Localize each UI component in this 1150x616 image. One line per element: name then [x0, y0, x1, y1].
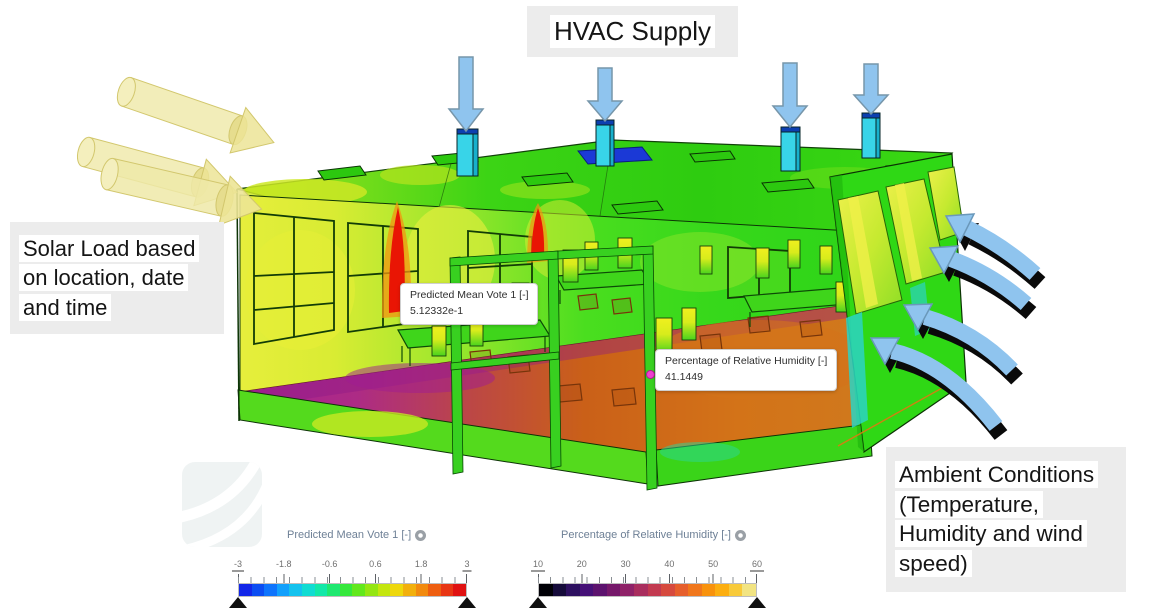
callout-text: Solar Load based on location, date and t…	[19, 235, 200, 321]
colorbar-max-handle[interactable]	[458, 597, 476, 608]
glass-door-frames	[449, 245, 658, 491]
probe-point-marker	[646, 370, 655, 379]
legend-settings-icon[interactable]	[415, 529, 427, 541]
tick-label: 3	[462, 559, 472, 572]
colorbar-tick-labels: 10 20 30 40 50 60	[530, 559, 765, 572]
tick-label: 1.8	[414, 559, 428, 569]
callout-text: HVAC Supply	[549, 15, 716, 48]
ambient-wind-arrow-icons	[869, 213, 1046, 440]
legend-title-humidity: Percentage of Relative Humidity [-]	[561, 529, 746, 541]
probe-value: 41.1449	[665, 370, 703, 383]
probe-annotation-humidity[interactable]: Percentage of Relative Humidity [-] 41.1…	[655, 349, 838, 391]
colorbar-min-handle[interactable]	[229, 597, 247, 608]
colorbar-pmv	[238, 583, 467, 597]
colorbar-max-handle[interactable]	[748, 597, 766, 608]
colorbar-humidity	[538, 583, 757, 597]
legend-settings-icon[interactable]	[734, 529, 746, 541]
tick-label: 50	[708, 559, 719, 569]
solar-ray-arrow-icons	[76, 76, 275, 226]
tick-label: 30	[620, 559, 631, 569]
colorbar-minor-ticks	[238, 577, 467, 583]
front-facade-band	[236, 188, 873, 487]
legend-title-text: Predicted Mean Vote 1 [-]	[287, 529, 412, 541]
callout-solar-load: Solar Load based on location, date and t…	[10, 222, 224, 334]
watermark-logo	[182, 462, 262, 547]
callout-text: Ambient Conditions (Temperature, Humidit…	[895, 461, 1099, 578]
legend-title-text: Percentage of Relative Humidity [-]	[561, 529, 731, 541]
hvac-supply-arrow-icons	[447, 56, 890, 133]
tick-label: -3	[231, 559, 245, 572]
tick-label: 10	[530, 559, 546, 572]
tick-label: 40	[664, 559, 675, 569]
tick-label: 20	[576, 559, 587, 569]
tick-label: 0.6	[369, 559, 382, 569]
tick-label: -0.6	[321, 559, 338, 569]
probe-title: Percentage of Relative Humidity [-]	[665, 355, 828, 367]
probe-title: Predicted Mean Vote 1 [-]	[410, 289, 529, 301]
colorbar-min-handle[interactable]	[529, 597, 547, 608]
colorbar-minor-ticks	[538, 577, 757, 583]
tick-label: 60	[749, 559, 765, 572]
probe-annotation-pmv[interactable]: Predicted Mean Vote 1 [-] 5.12332e-1	[400, 283, 539, 325]
hvac-duct-inlets	[456, 112, 881, 177]
tick-label: -1.8	[276, 559, 292, 569]
callout-ambient-conditions: Ambient Conditions (Temperature, Humidit…	[886, 447, 1126, 592]
probe-value: 5.12332e-1	[410, 304, 464, 317]
legend-title-pmv: Predicted Mean Vote 1 [-]	[287, 529, 427, 541]
callout-hvac-supply: HVAC Supply	[527, 6, 738, 57]
colorbar-tick-labels: -3 -1.8 -0.6 0.6 1.8 3	[231, 559, 472, 572]
